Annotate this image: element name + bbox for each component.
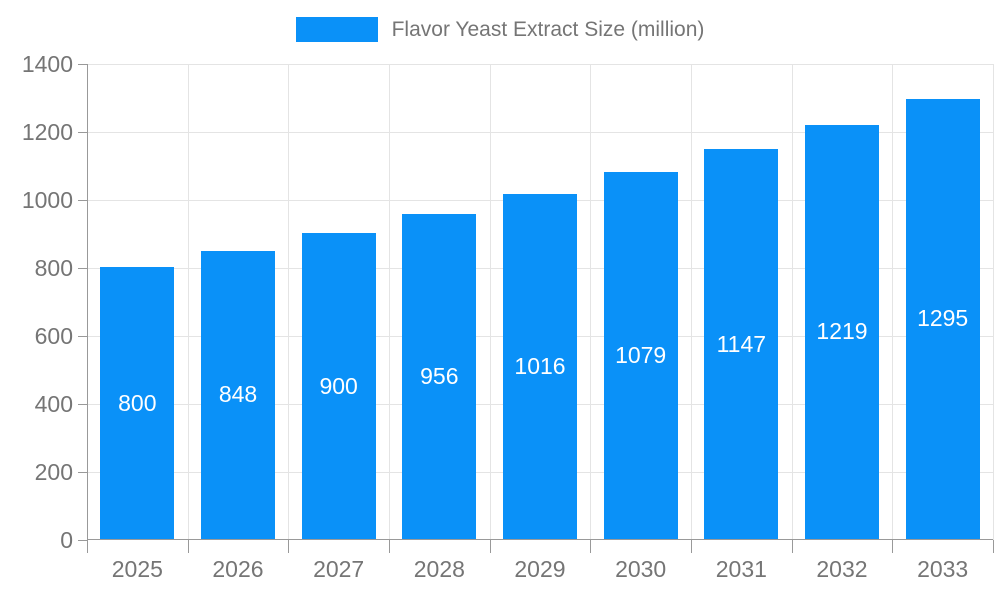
x-tick (590, 540, 592, 553)
h-gridline (87, 64, 993, 65)
bar-value-label: 1079 (615, 342, 667, 369)
y-tick (78, 540, 87, 541)
bar-2033: 1295 (905, 98, 980, 539)
v-gridline (993, 64, 994, 540)
x-tick (691, 540, 692, 553)
y-axis-label: 200 (34, 459, 73, 485)
x-tick (87, 540, 88, 553)
y-tick (78, 472, 87, 473)
x-tick (389, 540, 390, 553)
y-tick (78, 132, 87, 133)
legend[interactable]: Flavor Yeast Extract Size (million) (0, 17, 1000, 42)
bar-2030: 1079 (603, 172, 678, 539)
x-tick (892, 540, 894, 553)
bar-2028: 956 (402, 213, 477, 539)
bar-2029: 1016 (503, 193, 577, 539)
x-axis-label-2030: 2030 (615, 556, 667, 582)
plot-area: 0 200 400 600 800 1000 1200 1400 800 2025 848 2026 9… (22, 51, 994, 582)
v-gridline (590, 64, 592, 540)
x-axis-label-2029: 2029 (514, 556, 566, 582)
bar-2032: 1219 (805, 124, 879, 539)
y-axis-label: 1200 (21, 119, 73, 145)
y-axis-line (87, 64, 88, 540)
bar-2025: 800 (100, 267, 175, 539)
bar-2031: 1147 (704, 149, 779, 539)
v-gridline (691, 64, 692, 540)
y-axis-label: 1400 (21, 51, 73, 77)
y-axis-label: 800 (34, 255, 73, 281)
legend-label: Flavor Yeast Extract Size (million) (391, 18, 705, 41)
bar-2026: 848 (201, 250, 275, 539)
x-tick (993, 540, 994, 553)
x-axis-label-2025: 2025 (111, 556, 163, 582)
legend-swatch-icon (295, 17, 378, 42)
v-gridline (892, 64, 894, 540)
bar-value-label: 848 (218, 381, 258, 408)
x-tick (791, 540, 793, 553)
x-axis-label-2033: 2033 (917, 556, 969, 582)
v-gridline (187, 64, 189, 540)
y-axis-label: 0 (60, 527, 73, 553)
x-tick (288, 540, 290, 553)
x-tick (489, 540, 491, 553)
bar-value-label: 900 (319, 372, 358, 399)
y-tick (78, 200, 87, 201)
x-axis-label-2027: 2027 (313, 556, 365, 582)
y-axis-label: 1000 (21, 187, 73, 213)
v-gridline (288, 64, 290, 540)
bar-value-label: 956 (420, 362, 459, 389)
bar-value-label: 1016 (514, 352, 566, 379)
y-axis-label: 400 (34, 391, 73, 417)
bar-value-label: 1147 (716, 330, 767, 357)
v-gridline (489, 64, 491, 540)
v-gridline (791, 64, 793, 540)
y-tick (78, 336, 87, 337)
h-gridline (87, 132, 993, 133)
v-gridline (389, 64, 390, 540)
bar-value-label: 800 (118, 389, 157, 416)
y-axis-label: 600 (34, 323, 73, 349)
x-axis-label-2028: 2028 (413, 556, 465, 582)
bar-2027: 900 (301, 233, 376, 539)
y-tick (78, 404, 87, 405)
bar-value-label: 1219 (816, 318, 868, 345)
x-axis-line (87, 539, 993, 540)
bar-value-label: 1295 (917, 305, 969, 332)
y-tick (78, 268, 87, 269)
x-axis-label-2031: 2031 (715, 556, 767, 582)
y-tick (78, 64, 87, 65)
x-axis-label-2032: 2032 (816, 556, 868, 582)
x-axis-label-2026: 2026 (212, 556, 264, 582)
x-tick (187, 540, 189, 553)
